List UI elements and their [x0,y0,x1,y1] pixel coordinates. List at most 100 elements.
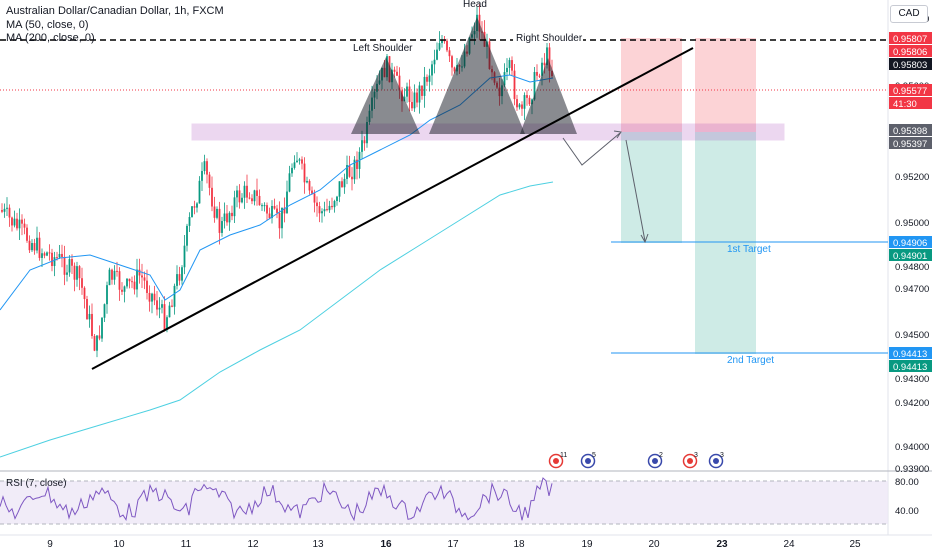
candle-body [518,104,521,108]
candle-body [216,208,218,218]
candle-body [448,50,451,57]
candle-body [88,313,91,320]
candle-body [56,257,58,259]
event-count: 2 [659,452,663,459]
price-badges: 0.95807 0.95806 0.95803 0.95577 41:30 0.95398… [889,32,932,373]
candle-body [393,69,396,72]
candle-body [66,272,68,275]
candle-body [346,165,348,179]
ma200-legend: MA (200, close, 0) [6,32,95,44]
price-badge-text: 0.94413 [893,362,927,373]
candle-body [541,62,543,76]
projection-arrowhead-1 [613,130,622,139]
candle-body [148,292,151,302]
candle-body [441,40,443,44]
candle-body [361,140,363,152]
time-tick-label: 9 [47,539,53,550]
rsi-legend: RSI (7, close) [6,478,67,489]
candle-body [318,206,321,214]
price-badge [889,45,932,57]
time-tick-label: 13 [312,539,324,550]
candle-body [51,252,53,267]
event-flag-dot [652,458,658,464]
price-tick-label: 0.93900 [895,464,929,475]
time-axis[interactable]: 9 10 11 12 13 16 17 18 19 20 23 24 25 [47,539,861,550]
candle-body [271,206,273,219]
candle-body [161,304,163,308]
candle-body [248,197,251,199]
currency-button[interactable]: CAD [890,5,928,23]
candle-body [118,271,121,290]
candle-body [291,167,293,174]
candle-body [313,193,316,203]
candle-body [196,203,198,208]
chart-legend: Australian Dollar/Canadian Dollar, 1h, F… [6,5,224,46]
candle-body [78,266,81,279]
candle-body [421,85,423,96]
candle-body [133,281,136,290]
candle-body [166,317,168,330]
candle-body [546,47,548,66]
event-count: 3 [720,452,724,459]
time-tick-label: 16 [380,539,392,550]
profit-zone-1[interactable] [621,132,682,243]
price-badge [889,124,932,136]
drop-arrow[interactable] [625,139,646,242]
candle-body [208,174,211,188]
candle-body [158,307,161,310]
candle-body [128,278,131,282]
event-count: 5 [592,452,596,459]
candle-body [203,161,206,172]
candle-body [193,206,196,208]
candle-body [163,304,166,330]
candle-body [111,269,113,280]
head-triangle[interactable] [429,17,525,134]
candle-body [43,253,46,256]
price-pane[interactable] [0,0,888,470]
price-badge-text: 0.95397 [893,139,927,150]
rsi-line [0,477,553,522]
projection-path[interactable] [562,132,621,166]
price-badge [889,360,932,372]
candle-body [288,173,291,192]
left-shoulder-triangle[interactable] [351,57,420,134]
profit-zone-2[interactable] [695,132,756,354]
candle-body [356,159,358,169]
candle-body [418,85,421,103]
event-badges[interactable]: 11 5 2 3 3 [548,452,725,469]
right-shoulder-triangle[interactable] [520,58,577,134]
ma200-line [0,181,554,458]
candle-body [33,243,36,251]
candle-body [241,197,243,203]
price-badge-text: 0.95806 [893,47,927,58]
candle-body [53,257,56,267]
candle-body [36,237,38,251]
candle-body [23,223,26,228]
time-tick-label: 10 [113,539,125,550]
price-badge [889,58,932,70]
event-flag-dot [585,458,591,464]
candle-body [263,205,266,207]
candle-body [333,201,336,208]
candle-body [543,62,546,66]
candle-body [18,219,21,229]
trendline[interactable] [91,47,694,370]
candle-body [328,205,331,211]
candle-body [426,76,428,82]
candle-body [451,56,453,68]
stop-zone-2[interactable] [695,38,756,132]
candle-body [151,293,153,302]
candle-body [416,92,418,103]
candle-body [303,163,306,183]
candle-body [8,207,11,218]
candle-body [301,159,303,164]
candle-body [61,253,63,257]
candle-body [108,269,111,286]
candle-body [93,336,96,351]
candle-body [341,181,343,188]
candle-body [41,253,43,258]
stop-zone-1[interactable] [621,38,682,132]
candle-body [231,212,233,217]
candle-body [213,206,216,218]
